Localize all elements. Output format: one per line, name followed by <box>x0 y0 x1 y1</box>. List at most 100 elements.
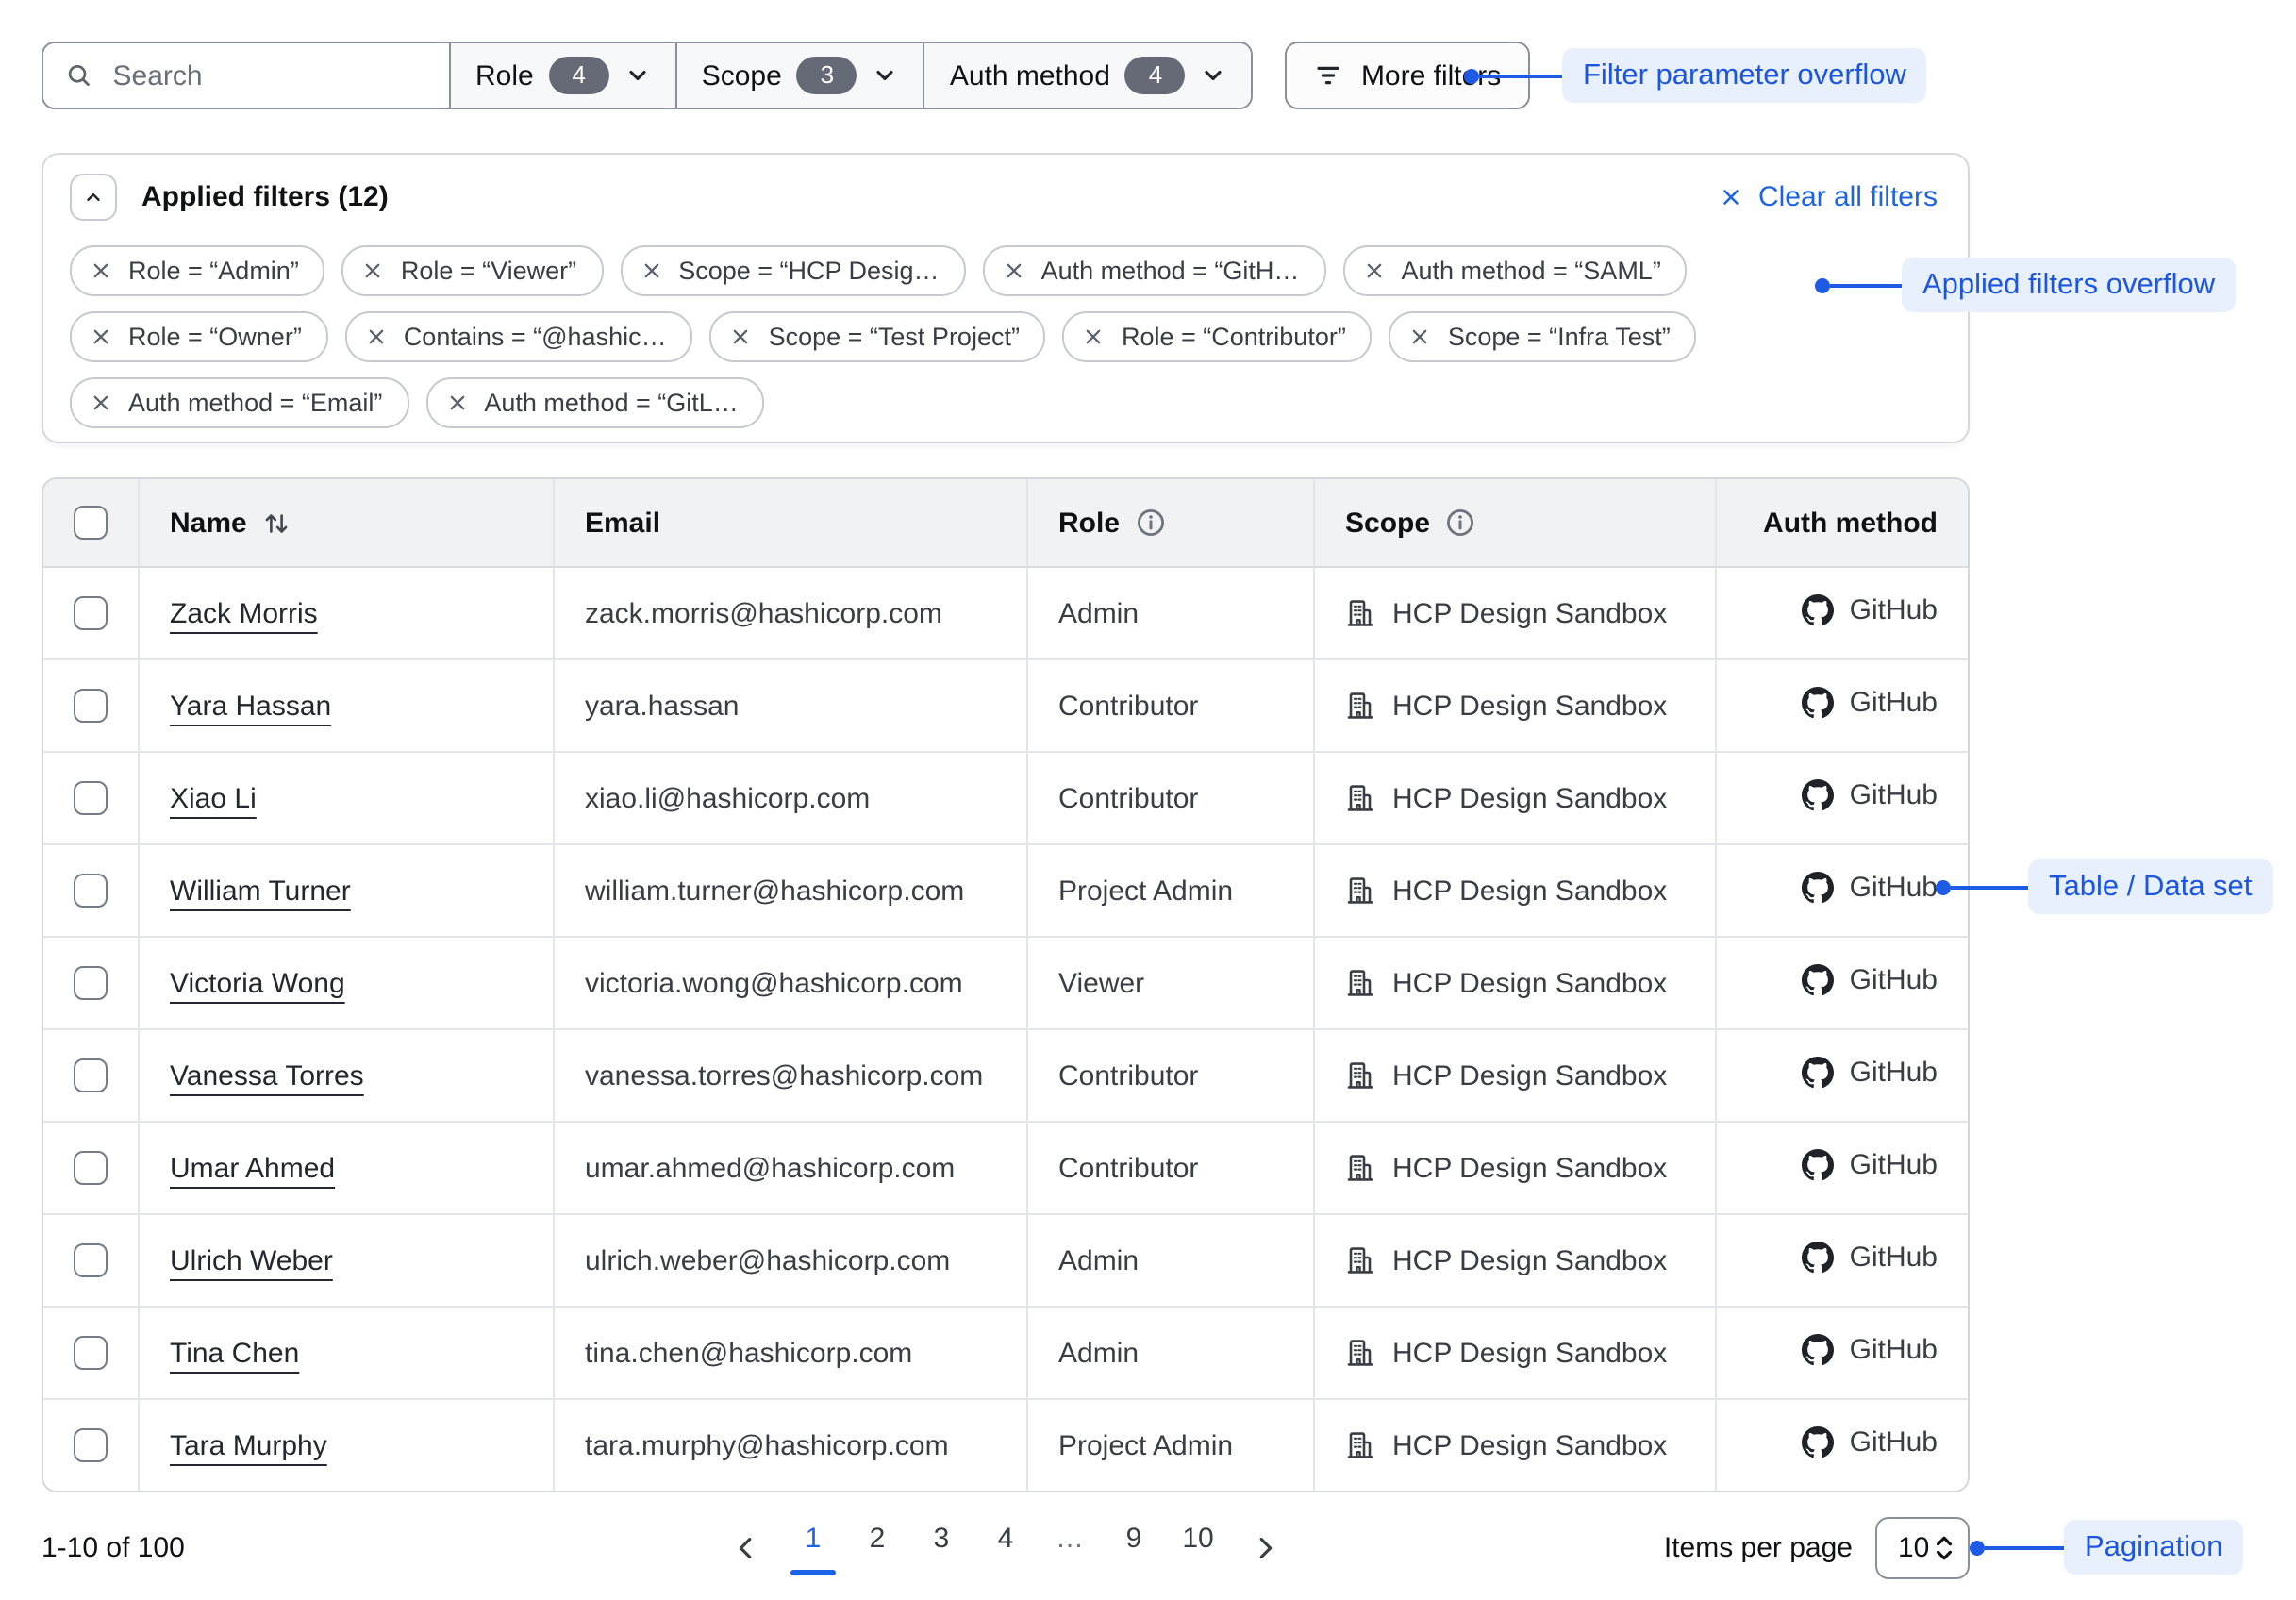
user-name-link[interactable]: Umar Ahmed <box>170 1152 336 1184</box>
filter-chip[interactable]: Role = “Viewer” <box>341 245 604 296</box>
page-button[interactable]: 2 <box>855 1520 900 1575</box>
active-page-indicator <box>1175 1569 1221 1575</box>
chevron-down-icon <box>877 70 894 81</box>
close-icon <box>643 263 658 278</box>
close-icon <box>1367 263 1381 278</box>
table-row: Ulrich Weber ulrich.weber@hashicorp.com … <box>43 1213 1968 1306</box>
filter-chip-label: Auth method = “Email” <box>128 389 383 417</box>
prev-page-button[interactable] <box>721 1525 772 1569</box>
search-field[interactable] <box>43 43 449 108</box>
column-header-name[interactable]: Name <box>138 479 553 568</box>
column-header-auth-method: Auth method <box>1715 479 1968 568</box>
close-icon <box>1007 263 1021 278</box>
items-per-page-select[interactable]: 10 <box>1875 1516 1970 1578</box>
user-name-link[interactable]: Yara Hassan <box>170 690 332 722</box>
filter-dropdown-label: Auth method <box>949 59 1110 92</box>
filter-chip[interactable]: Scope = “Infra Test” <box>1389 311 1697 362</box>
user-role: Viewer <box>1058 967 1145 999</box>
row-checkbox[interactable] <box>74 1428 108 1463</box>
github-icon <box>1802 686 1835 718</box>
user-name-link[interactable]: Victoria Wong <box>170 967 345 999</box>
clear-all-filters-link[interactable]: Clear all filters <box>1719 181 1938 213</box>
user-scope: HCP Design Sandbox <box>1392 690 1668 722</box>
user-email: william.turner@hashicorp.com <box>585 875 965 907</box>
user-auth-method: GitHub <box>1849 1241 1938 1273</box>
column-label-email: Email <box>585 507 661 539</box>
org-building-icon <box>1347 1340 1373 1366</box>
user-email: victoria.wong@hashicorp.com <box>585 967 963 999</box>
page-button[interactable]: 9 <box>1111 1520 1156 1575</box>
info-icon[interactable] <box>1445 508 1475 538</box>
page-button: … <box>1047 1520 1092 1575</box>
filter-dropdown[interactable]: Auth method 4 <box>923 43 1252 108</box>
row-checkbox[interactable] <box>74 966 108 1001</box>
user-name-link[interactable]: Tara Murphy <box>170 1429 327 1461</box>
row-checkbox[interactable] <box>74 1243 108 1278</box>
user-name-link[interactable]: Ulrich Weber <box>170 1244 333 1276</box>
stepper-icon <box>1936 1535 1953 1559</box>
filter-dropdown[interactable]: Scope 3 <box>674 43 923 108</box>
filter-chip[interactable]: Role = “Admin” <box>70 245 325 296</box>
github-icon <box>1802 593 1835 625</box>
org-building-icon <box>1347 1062 1373 1089</box>
page-button[interactable]: 3 <box>919 1520 964 1575</box>
filter-chip[interactable]: Scope = “Test Project” <box>709 311 1046 362</box>
row-checkbox[interactable] <box>74 781 108 816</box>
select-all-checkbox[interactable] <box>74 506 108 541</box>
items-per-page: Items per page 10 <box>1664 1516 1970 1578</box>
user-name-link[interactable]: Vanessa Torres <box>170 1059 364 1092</box>
user-email: umar.ahmed@hashicorp.com <box>585 1152 956 1184</box>
org-building-icon <box>1347 692 1373 719</box>
filter-chip[interactable]: Role = “Owner” <box>70 311 328 362</box>
active-page-indicator <box>855 1569 900 1575</box>
filter-chip[interactable]: Role = “Contributor” <box>1062 311 1373 362</box>
user-email: yara.hassan <box>585 690 740 722</box>
user-name-link[interactable]: William Turner <box>170 875 351 907</box>
row-checkbox[interactable] <box>74 874 108 908</box>
column-label-name: Name <box>170 507 247 539</box>
more-filters-button[interactable]: More filters <box>1285 42 1530 109</box>
info-icon[interactable] <box>1135 508 1165 538</box>
filter-chip-label: Role = “Owner” <box>128 323 302 351</box>
filter-dropdown[interactable]: Role 4 <box>449 43 675 108</box>
filter-chip[interactable]: Auth method = “SAML” <box>1342 245 1688 296</box>
column-label-auth-method: Auth method <box>1763 507 1938 539</box>
filter-chip[interactable]: Auth method = “GitH… <box>982 245 1326 296</box>
row-checkbox[interactable] <box>74 596 108 631</box>
page-button[interactable]: 1 <box>790 1520 836 1575</box>
user-role: Admin <box>1058 1337 1140 1369</box>
row-checkbox[interactable] <box>74 689 108 724</box>
filter-chip-label: Contains = “@hashic… <box>403 323 667 351</box>
org-building-icon <box>1347 877 1373 904</box>
annotation-table-dataset: Table / Data set <box>1936 859 2273 914</box>
page-button[interactable]: 4 <box>983 1520 1028 1575</box>
search-input[interactable] <box>108 58 426 93</box>
user-scope: HCP Design Sandbox <box>1392 1337 1668 1369</box>
user-name-link[interactable]: Xiao Li <box>170 782 257 814</box>
filter-chip[interactable]: Auth method = “Email” <box>70 377 409 428</box>
github-icon <box>1802 1056 1835 1088</box>
filter-chip[interactable]: Scope = “HCP Desig… <box>620 245 966 296</box>
close-icon <box>366 263 381 278</box>
filter-chip[interactable]: Auth method = “GitL… <box>425 377 765 428</box>
next-page-button[interactable] <box>1240 1525 1290 1569</box>
user-name-link[interactable]: Tina Chen <box>170 1337 300 1369</box>
collapse-toggle-button[interactable] <box>70 174 117 221</box>
user-auth-method: GitHub <box>1849 963 1938 995</box>
chevron-up-icon <box>87 193 100 201</box>
user-auth-method: GitHub <box>1849 778 1938 810</box>
filter-chip-label: Scope = “Infra Test” <box>1447 323 1671 351</box>
github-icon <box>1802 871 1835 903</box>
row-checkbox[interactable] <box>74 1336 108 1371</box>
column-label-role: Role <box>1058 507 1121 539</box>
user-name-link[interactable]: Zack Morris <box>170 597 318 629</box>
user-role: Admin <box>1058 597 1140 629</box>
row-checkbox[interactable] <box>74 1058 108 1093</box>
items-per-page-label: Items per page <box>1663 1531 1853 1563</box>
page-button[interactable]: 10 <box>1175 1520 1221 1575</box>
page-number: 4 <box>997 1522 1014 1554</box>
table-row: Yara Hassan yara.hassan Contributor HCP … <box>43 658 1968 751</box>
page-number: 9 <box>1125 1522 1142 1554</box>
row-checkbox[interactable] <box>74 1151 108 1186</box>
filter-chip[interactable]: Contains = “@hashic… <box>344 311 693 362</box>
